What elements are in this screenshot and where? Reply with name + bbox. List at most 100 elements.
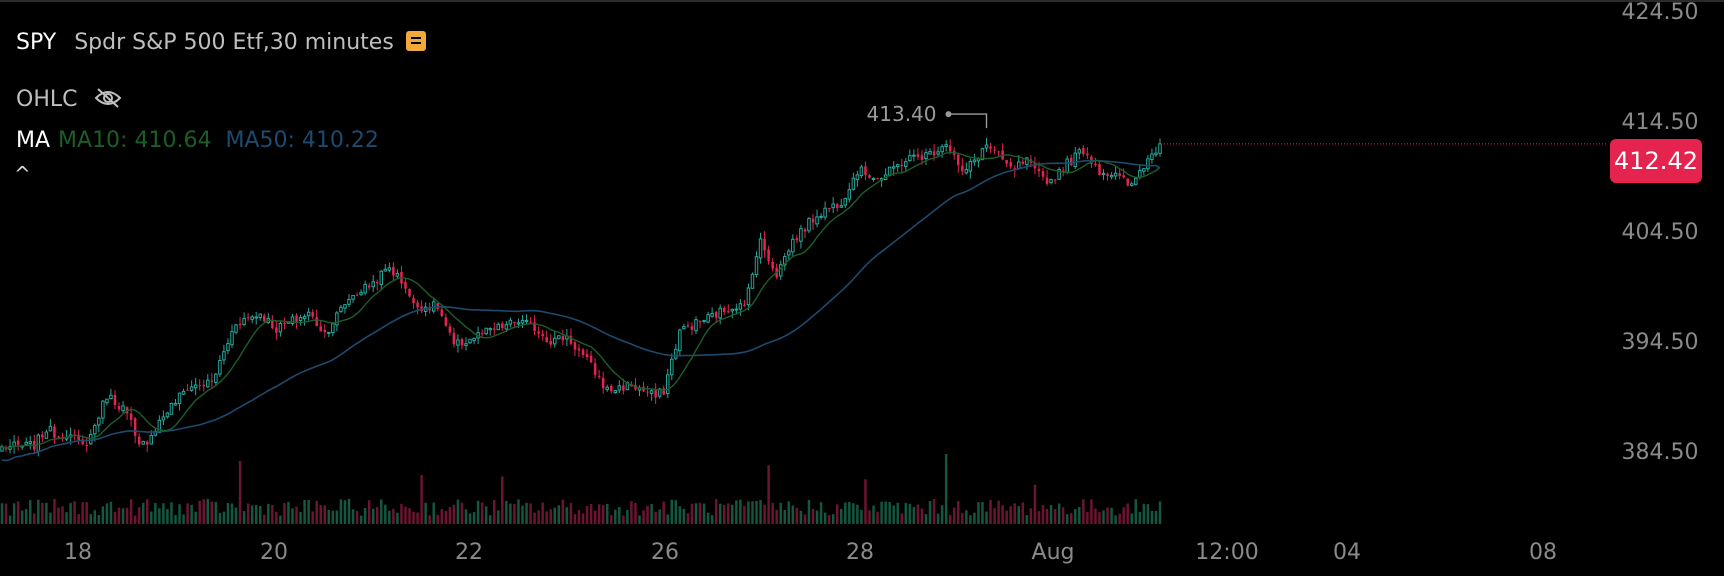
volume-bar (912, 507, 916, 524)
volume-bar (880, 501, 883, 524)
volume-bar (993, 508, 996, 524)
ma-label[interactable]: MA (16, 128, 51, 153)
ma50-value: MA50: 410.22 (225, 128, 379, 153)
volume-bar (186, 503, 189, 524)
volume-bar (226, 502, 230, 524)
volume-bar (831, 514, 835, 524)
candle-up (484, 327, 488, 335)
volume-bar (351, 509, 355, 524)
candle-down (408, 288, 411, 297)
y-tick-label: 384.50 (1622, 440, 1699, 465)
candle-up (799, 228, 803, 242)
volume-bar (97, 515, 101, 524)
candle-up (682, 326, 686, 330)
candle-down (323, 329, 327, 333)
candle-down (763, 238, 766, 251)
volume-bar (900, 513, 904, 524)
volume-bar (263, 514, 266, 524)
candle-down (16, 440, 20, 445)
note-icon[interactable] (405, 31, 426, 51)
volume-bar (573, 514, 577, 524)
candle-up (738, 303, 743, 310)
volume-bar (505, 501, 508, 524)
candle-up (831, 203, 835, 209)
volume-bar (610, 514, 613, 524)
volume-bar (1102, 510, 1105, 524)
candle-down (404, 281, 407, 289)
candle-down (597, 375, 601, 377)
eye-off-icon[interactable] (94, 87, 122, 109)
volume-bar (593, 510, 597, 524)
candle-up (980, 148, 985, 161)
candle-up (173, 402, 178, 406)
volume-bar (198, 500, 201, 524)
symbol-label[interactable]: SPY (16, 30, 57, 55)
candle-up (891, 166, 896, 169)
volume-bar (194, 511, 197, 524)
candle-down (545, 337, 548, 343)
candle-down (622, 385, 625, 391)
y-axis[interactable]: 424.50 414.50 404.50 394.50 384.50 (1622, 0, 1699, 465)
volume-bar (1074, 509, 1077, 524)
volume-bar (363, 508, 367, 524)
volume-bar (190, 504, 193, 524)
candle-down (803, 229, 807, 232)
x-axis[interactable]: 18 20 22 26 28 Aug 12:00 04 08 (64, 540, 1557, 565)
volume-bar (388, 510, 391, 524)
volume-bar (275, 511, 278, 524)
candle-down (961, 165, 964, 172)
volume-bar (714, 499, 718, 524)
volume-bar (452, 504, 456, 524)
candle-down (864, 166, 867, 175)
candle-down (537, 331, 540, 334)
volume-bar (323, 505, 327, 524)
candle-up (222, 351, 226, 361)
instrument-name[interactable]: Spdr S&P 500 Etf,30 minutes (74, 30, 394, 55)
ma10-line (1, 151, 1161, 449)
candle-down (581, 349, 585, 355)
volume-bar (1041, 504, 1045, 524)
volume-bar (957, 501, 960, 524)
candle-up (819, 215, 823, 218)
volume-bar (807, 499, 811, 524)
candle-up (181, 390, 186, 395)
volume-bar (460, 502, 464, 524)
volume-bar (1106, 507, 1109, 524)
volume-bar (440, 509, 444, 524)
candle-up (306, 311, 311, 317)
volume-bar (928, 501, 932, 524)
candle-up (97, 417, 101, 426)
volume-bar (501, 476, 504, 524)
volume-bar (230, 503, 234, 524)
volume-bar (876, 511, 879, 524)
volume-bar (525, 502, 528, 524)
candle-up (674, 348, 678, 359)
volume-bar (113, 511, 117, 524)
volume-bar (601, 505, 605, 524)
candle-up (694, 319, 698, 332)
candle-up (371, 281, 375, 288)
volume-bar (287, 501, 290, 524)
candle-up (165, 412, 170, 418)
candle-up (327, 331, 331, 334)
candle-down (137, 436, 141, 445)
volume-bar (85, 502, 88, 524)
candle-up (851, 177, 856, 190)
collapse-chevron-icon[interactable]: ^ (14, 162, 31, 186)
candle-up (472, 337, 476, 342)
volume-bar (650, 504, 653, 524)
volume-bar (182, 514, 185, 524)
candle-down (795, 238, 799, 241)
volume-bar (158, 508, 161, 524)
candle-down (957, 154, 960, 165)
volume-bar (799, 510, 803, 524)
volume-bar (981, 502, 984, 524)
candle-down (61, 438, 64, 440)
candle-up (613, 390, 618, 394)
candle-up (298, 317, 303, 321)
volume-bar (674, 500, 678, 524)
volume-bar (920, 508, 924, 524)
candle-up (1154, 152, 1158, 156)
candle-up (230, 331, 234, 346)
